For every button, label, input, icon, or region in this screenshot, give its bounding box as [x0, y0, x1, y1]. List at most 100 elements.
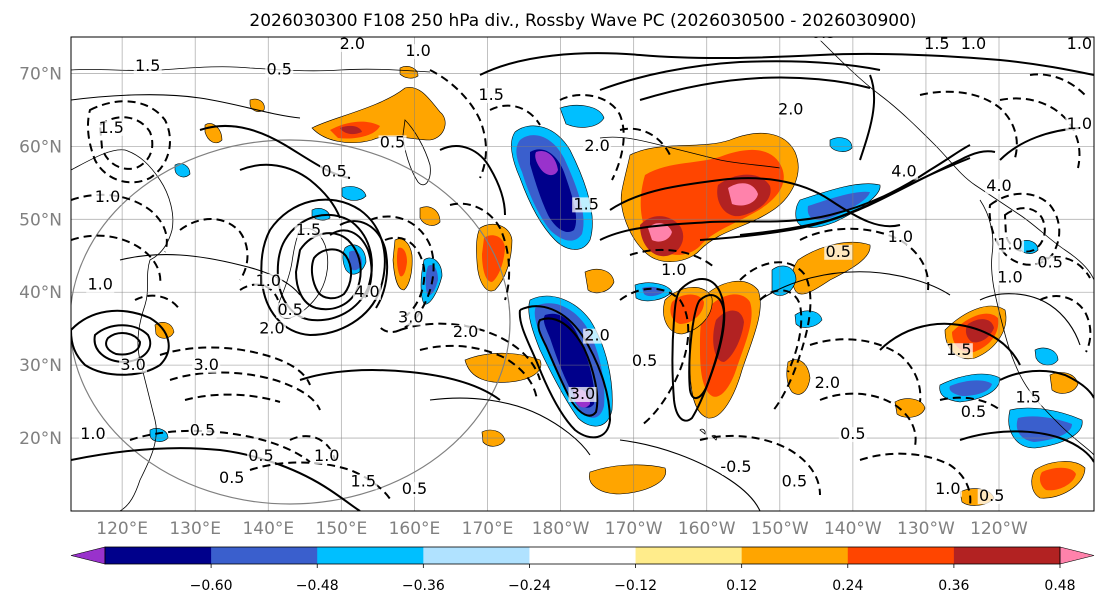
contour-label: 1.0 — [256, 271, 281, 290]
colorbar-tick-label: −0.36 — [402, 578, 445, 594]
contour-label: 0.5 — [402, 479, 427, 498]
contour-label-bg — [404, 44, 433, 60]
contour-label-bg — [294, 222, 323, 238]
contour-line — [939, 396, 1001, 411]
contour-label: 1.5 — [351, 471, 376, 490]
contour-label: 0.5 — [840, 424, 865, 443]
colorbar-segment — [423, 547, 530, 564]
x-tick-label: 160°E — [389, 519, 441, 539]
colorbar-segment — [953, 547, 1061, 564]
contour-label-bg — [254, 273, 283, 289]
contour-line — [449, 202, 511, 301]
y-axis: 20°N 30°N 40°N 50°N 60°N 70°N — [19, 64, 62, 449]
contour-label-bg — [985, 179, 1014, 195]
fill-negative-region — [949, 380, 992, 396]
contour-line — [739, 157, 971, 236]
contour-label-bg — [400, 481, 429, 497]
contour-label: 1.0 — [1067, 114, 1092, 133]
fill-positive-region — [648, 223, 672, 242]
contour-label: 3.0 — [193, 355, 218, 374]
colorbar-segment — [211, 547, 318, 564]
contour-label: 3.0 — [398, 307, 423, 326]
contour-line — [799, 227, 930, 291]
contour-label-bg — [86, 277, 115, 293]
y-tick-label: 70°N — [19, 64, 62, 84]
fill-negative-region — [543, 313, 595, 408]
colorbar-extend-high — [1059, 546, 1095, 565]
contour-line — [639, 76, 871, 101]
y-tick-label: 60°N — [19, 137, 62, 157]
divergence-fill — [149, 66, 1086, 506]
x-axis: 120°E 130°E 140°E 150°E 160°E 170°E 180°W 170°W… — [96, 519, 1028, 539]
contour-line — [239, 283, 279, 301]
contour-label-bg — [933, 481, 962, 497]
contour-label-bg — [630, 354, 659, 370]
contour-line — [384, 236, 426, 317]
contour-label-bg — [97, 120, 126, 136]
contour-line — [809, 338, 922, 403]
contour-line — [71, 234, 162, 286]
contour-label: 1.0 — [997, 267, 1022, 286]
contour-line — [619, 287, 690, 426]
contour-line — [489, 104, 541, 126]
contour-label: 3.0 — [120, 355, 145, 374]
contour-label: 2.0 — [778, 100, 803, 119]
contour-label-bg — [396, 310, 425, 326]
contour-line — [71, 309, 170, 376]
contour-line — [979, 293, 1081, 346]
contour-label-bg — [944, 343, 973, 359]
contour-line — [699, 434, 821, 496]
fill-positive-region — [786, 359, 811, 395]
contour-line — [759, 289, 803, 373]
x-tick-label: 140°W — [824, 519, 882, 539]
contour-label: 0.5 — [1037, 253, 1062, 272]
contour-label-bg — [977, 489, 1006, 505]
contour-label: 1.0 — [997, 234, 1022, 253]
coastline-alaska — [819, 39, 1094, 281]
contour-label: 0.5 — [321, 162, 346, 181]
contours-thin — [71, 94, 1081, 511]
contour-label-bg — [572, 197, 601, 213]
contour-label: 1.0 — [661, 260, 686, 279]
contour-label: 1.0 — [314, 446, 339, 465]
contour-label: 2.0 — [340, 34, 365, 53]
contour-label-bg — [312, 448, 341, 464]
x-tick-label: 130°W — [897, 519, 955, 539]
contour-label-bg — [477, 87, 506, 103]
contour-line — [999, 97, 1081, 169]
map-frame — [70, 36, 1095, 512]
contour-label: 0.5 — [277, 300, 302, 319]
fill-positive-region — [1039, 467, 1076, 491]
coastline-aleutians — [599, 136, 781, 169]
contour-label: 1.5 — [946, 340, 971, 359]
contour-label-bg — [583, 328, 612, 344]
contour-label-bg — [776, 102, 805, 118]
contour-label: 4.0 — [986, 176, 1011, 195]
contour-label-bg — [813, 376, 842, 392]
contour-label: 1.5 — [135, 56, 160, 75]
contour-label-bg — [93, 190, 122, 206]
x-tick-label: 150°E — [316, 519, 368, 539]
y-tick-label: 40°N — [19, 283, 62, 303]
x-tick-label: 170°E — [462, 519, 514, 539]
contour-label: 3.0 — [570, 384, 595, 403]
x-tick-label: 170°W — [605, 519, 663, 539]
contour-line — [429, 397, 591, 456]
contour-label: 4.0 — [354, 282, 379, 301]
colorbar-tick-label: 0.36 — [938, 578, 969, 594]
contour-line — [239, 163, 341, 219]
contour-label-bg — [133, 58, 162, 74]
x-tick-label: 150°W — [751, 519, 809, 539]
contour-label-bg — [959, 405, 988, 421]
fill-positive-region — [894, 398, 926, 418]
contour-label: 1.5 — [1016, 388, 1041, 407]
coastline-asia — [71, 149, 174, 511]
contour-label-bg — [922, 37, 951, 52]
contour-label: 1.0 — [405, 41, 430, 60]
contour-line — [959, 430, 1094, 463]
colorbar-tick-label: 0.24 — [832, 578, 863, 594]
colorbar-tick-label: −0.12 — [614, 578, 657, 594]
fill-positive-region — [728, 183, 758, 206]
contour-label: 1.0 — [95, 187, 120, 206]
contour-label: 0.5 — [979, 486, 1004, 505]
